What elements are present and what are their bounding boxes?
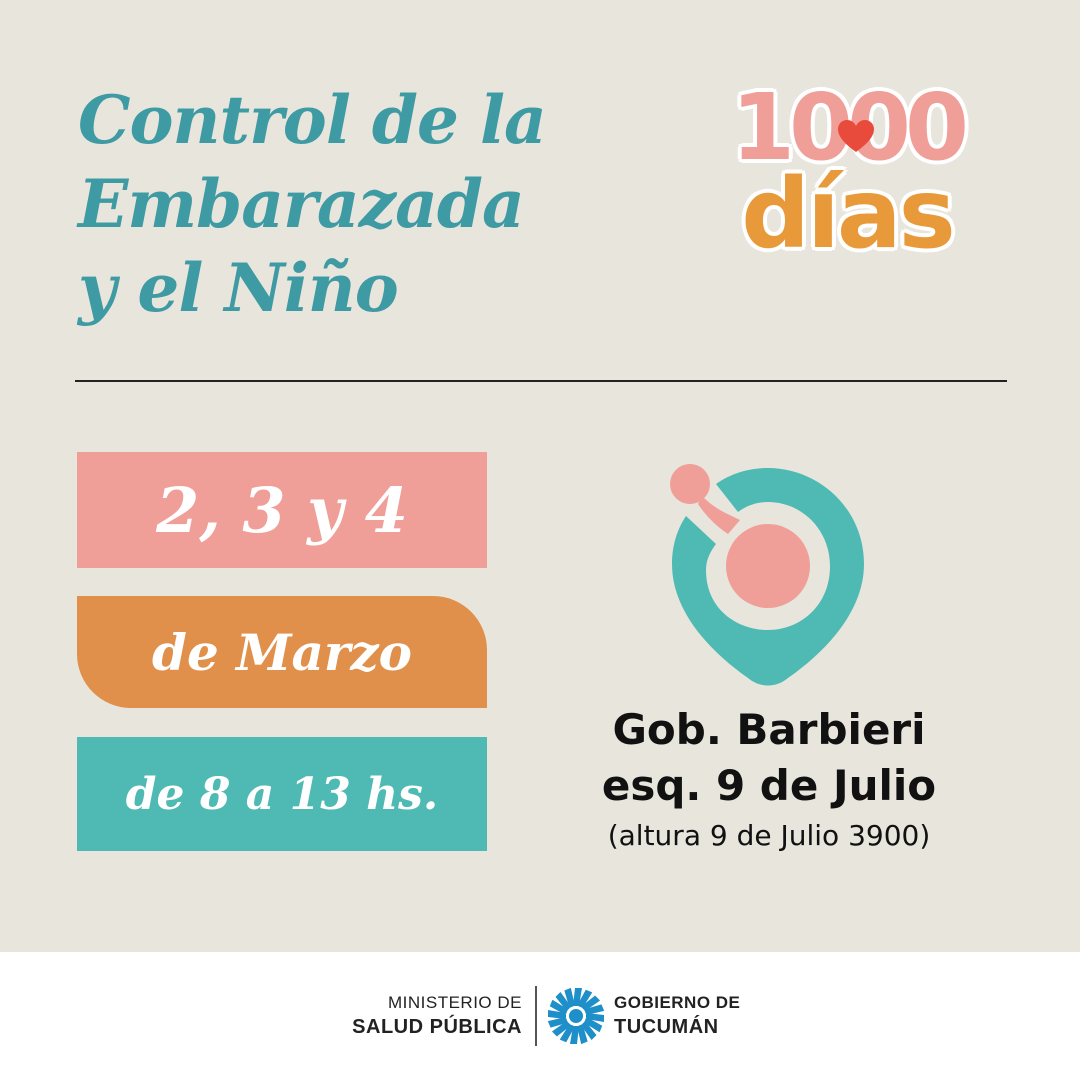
sun-ray	[577, 989, 593, 1008]
ministry-label: MINISTERIO DE SALUD PÚBLICA	[352, 992, 522, 1040]
month-text: de Marzo	[151, 622, 412, 682]
footer: MINISTERIO DE SALUD PÚBLICA GOBIERNO DE …	[0, 952, 1080, 1080]
dates-box: 2, 3 y 4	[77, 452, 487, 568]
title-line-1: Control de la	[78, 81, 547, 159]
ministry-line-1: MINISTERIO DE	[387, 993, 522, 1012]
month-box: de Marzo	[77, 596, 487, 708]
sun-ray	[580, 995, 601, 1012]
1000-dias-logo: 1000 días	[692, 78, 1002, 268]
dates-text: 2, 3 y 4	[156, 473, 408, 547]
government-line-1: GOBIERNO DE	[614, 993, 741, 1012]
heart-icon	[838, 120, 874, 152]
location-pin-icon	[670, 464, 864, 686]
sun-ray	[584, 1004, 605, 1015]
government-label: GOBIERNO DE TUCUMÁN	[614, 992, 740, 1040]
footer-divider	[535, 986, 537, 1046]
hours-box: de 8 a 13 hs.	[77, 737, 487, 851]
sun-ray	[549, 999, 568, 1015]
sun-emblem-icon	[547, 987, 605, 1045]
sun-ray	[580, 1020, 597, 1041]
sun-ray	[577, 1024, 588, 1045]
sun-ray	[547, 1017, 568, 1028]
hours-text: de 8 a 13 hs.	[125, 768, 439, 820]
address-line-2: esq. 9 de Julio	[601, 761, 937, 810]
sun-ray	[551, 1020, 572, 1037]
title-line-3: y el Niño	[78, 249, 399, 327]
sun-ray	[559, 1024, 575, 1043]
title-line-2: Embarazada	[78, 165, 525, 243]
address: Gob. Barbieri esq. 9 de Julio (altura 9 …	[548, 702, 990, 856]
sun-ray	[584, 1017, 603, 1033]
government-line-2: TUCUMÁN	[614, 1016, 719, 1038]
sun-ray	[555, 991, 572, 1012]
event-title: Control de la Embarazada y el Niño	[78, 78, 678, 330]
divider	[75, 380, 1007, 382]
address-line-3: (altura 9 de Julio 3900)	[607, 819, 931, 852]
ministry-line-2: SALUD PÚBLICA	[352, 1016, 522, 1038]
sun-ray	[564, 987, 575, 1008]
address-line-1: Gob. Barbieri	[612, 705, 926, 754]
logo-word: días	[741, 158, 956, 270]
